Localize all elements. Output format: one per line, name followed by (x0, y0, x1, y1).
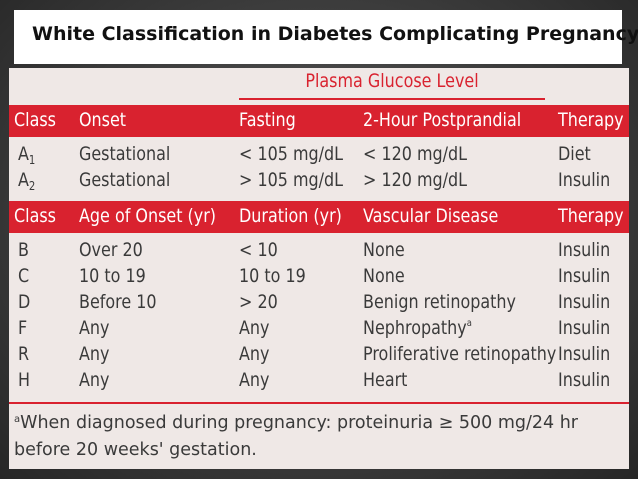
duration-cell: Any (239, 317, 270, 339)
vascular-cell: Benign retinopathy (363, 291, 516, 313)
class-cell: F (18, 317, 28, 339)
age-cell: Any (79, 317, 110, 339)
vascular-cell: Heart (363, 369, 408, 391)
vascular-cell: None (363, 265, 405, 287)
vascular-cell: None (363, 239, 405, 261)
therapy-cell: Insulin (558, 265, 611, 287)
header2-duration: Duration (yr) (239, 205, 342, 227)
plasma-glucose-header: Plasma Glucose Level (305, 70, 479, 92)
class-cell: C (18, 265, 30, 287)
therapy-cell: Insulin (558, 317, 611, 339)
plasma-header-rule (239, 98, 545, 100)
header1-postprandial: 2-Hour Postprandial (363, 109, 522, 131)
therapy-cell: Insulin (558, 169, 611, 191)
onset-cell: Gestational (79, 169, 171, 191)
class-cell: A1 (18, 143, 36, 167)
class-cell: A2 (18, 169, 36, 193)
age-cell: Any (79, 369, 110, 391)
duration-cell: Any (239, 369, 270, 391)
footnote-rule (9, 402, 629, 404)
header2-vascular-disease: Vascular Disease (363, 205, 499, 227)
therapy-cell: Diet (558, 143, 591, 165)
header2-therapy: Therapy (558, 205, 624, 227)
duration-cell: > 20 (239, 291, 278, 313)
therapy-cell: Insulin (558, 369, 611, 391)
footnote-marker: a (466, 318, 472, 329)
fasting-cell: < 105 mg/dL (239, 143, 344, 165)
class-cell: D (18, 291, 31, 313)
header2-class: Class (14, 205, 56, 227)
age-cell: 10 to 19 (79, 265, 146, 287)
header-row-2: Class Age of Onset (yr) Duration (yr) Va… (9, 201, 629, 233)
fasting-cell: > 105 mg/dL (239, 169, 344, 191)
postprandial-cell: > 120 mg/dL (363, 169, 468, 191)
vascular-cell: Nephropathya (363, 317, 472, 339)
classification-table: Plasma Glucose Level Class Onset Fasting… (9, 68, 629, 469)
therapy-cell: Insulin (558, 291, 611, 313)
class-cell: R (18, 343, 30, 365)
age-cell: Any (79, 343, 110, 365)
age-cell: Before 10 (79, 291, 157, 313)
class-cell: B (18, 239, 29, 261)
header2-age-of-onset: Age of Onset (yr) (79, 205, 217, 227)
header1-class: Class (14, 109, 56, 131)
header1-onset: Onset (79, 109, 127, 131)
duration-cell: Any (239, 343, 270, 365)
header1-therapy: Therapy (558, 109, 624, 131)
onset-cell: Gestational (79, 143, 171, 165)
postprandial-cell: < 120 mg/dL (363, 143, 468, 165)
vascular-cell: Proliferative retinopathy (363, 343, 557, 365)
header-row-1: Class Onset Fasting 2-Hour Postprandial … (9, 105, 629, 137)
duration-cell: < 10 (239, 239, 278, 261)
age-cell: Over 20 (79, 239, 143, 261)
therapy-cell: Insulin (558, 239, 611, 261)
footnote: aWhen diagnosed during pregnancy: protei… (14, 413, 578, 460)
duration-cell: 10 to 19 (239, 265, 306, 287)
therapy-cell: Insulin (558, 343, 611, 365)
title-bar: White Classification in Diabetes Complic… (14, 10, 638, 64)
slide-title: White Classification in Diabetes Complic… (32, 23, 638, 45)
header1-fasting: Fasting (239, 109, 296, 131)
class-cell: H (18, 369, 31, 391)
